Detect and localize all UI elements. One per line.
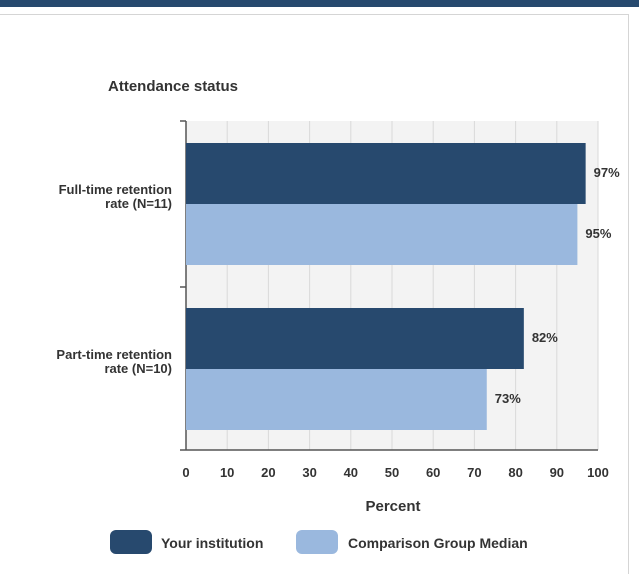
chart-panel — [0, 14, 629, 574]
category-label: Part-time retention — [56, 347, 172, 362]
legend-swatch — [296, 530, 338, 554]
bar — [186, 204, 578, 265]
bar-value-label: 97% — [594, 165, 620, 180]
x-tick-label: 10 — [220, 465, 234, 480]
attendance-chart: Attendance status 0 10 20 30 40 50 60 70 80 90 100… — [56, 78, 620, 554]
bar — [186, 308, 524, 369]
chart-title: Attendance status — [108, 78, 238, 95]
x-axis-title: Percent — [365, 498, 420, 515]
category-label: Full-time retention — [59, 182, 172, 197]
legend-swatch — [110, 530, 152, 554]
x-tick-label: 70 — [467, 465, 481, 480]
x-tick-label: 100 — [587, 465, 609, 480]
x-tick-label: 20 — [261, 465, 275, 480]
x-tick-label: 90 — [550, 465, 564, 480]
x-tick-label: 0 — [182, 465, 189, 480]
category-label: rate (N=11) — [105, 196, 172, 211]
category-label: rate (N=10) — [104, 361, 172, 376]
bar — [186, 369, 487, 430]
legend-label: Your institution — [161, 535, 263, 551]
x-tick-label: 80 — [508, 465, 522, 480]
header-bar — [0, 0, 639, 7]
x-tick-label: 50 — [385, 465, 399, 480]
bar — [186, 143, 586, 204]
bar-value-label: 95% — [585, 226, 611, 241]
x-tick-label: 40 — [344, 465, 358, 480]
bar-value-label: 82% — [532, 330, 558, 345]
x-tick-label: 30 — [302, 465, 316, 480]
bar-value-label: 73% — [495, 391, 521, 406]
x-tick-label: 60 — [426, 465, 440, 480]
legend-label: Comparison Group Median — [348, 535, 528, 551]
